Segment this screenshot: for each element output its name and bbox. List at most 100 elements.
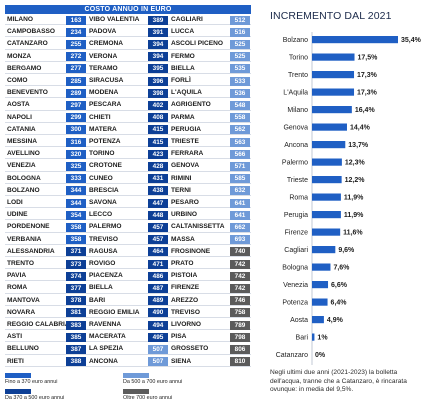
cost-value: 408 [148, 113, 168, 123]
city-name: BARI [89, 296, 106, 304]
chart-title: INCREMENTO DAL 2021 [270, 10, 392, 22]
cost-value: 486 [148, 271, 168, 281]
table-row: L'AQUILA 536 [169, 88, 251, 99]
cost-value: 388 [66, 357, 86, 367]
value-label: 12,3% [345, 160, 366, 167]
cost-value: 525 [230, 52, 250, 62]
legend-swatch [123, 389, 149, 394]
city-name: CROTONE [89, 162, 122, 170]
city-name: PRATO [171, 260, 194, 267]
cost-value: 354 [66, 210, 86, 220]
cost-value: 507 [148, 344, 168, 355]
table-row: UDINE 354 [5, 210, 87, 221]
table-row: BOLZANO 344 [5, 186, 87, 197]
cost-value: 387 [66, 344, 86, 355]
table-row: AVELLINO 320 [5, 149, 87, 160]
table-row: TRIESTE 563 [169, 137, 251, 148]
bar [312, 36, 398, 44]
cost-value: 299 [66, 113, 86, 123]
table-row: PALERMO 457 [87, 222, 169, 233]
cost-value: 448 [148, 210, 168, 220]
bar [312, 193, 341, 201]
table-row: FROSINONE 740 [169, 247, 251, 258]
city-name: CAMPOBASSO [7, 28, 55, 36]
legend: Fino a 370 euro annui Da 500 a 700 euro a… [5, 373, 251, 407]
value-label: 16,4% [355, 107, 376, 114]
city-name: PADOVA [89, 28, 117, 36]
category-label: Trieste [287, 177, 308, 184]
table-row: PORDENONE 358 [5, 222, 87, 233]
cost-value: 431 [148, 174, 168, 184]
table-row: VERONA 394 [87, 52, 169, 62]
cost-value: 344 [66, 198, 86, 208]
value-label: 35,4% [401, 37, 422, 44]
table-row: REGGIO EMILIA 490 [87, 308, 169, 319]
table-row: PAVIA 374 [5, 271, 87, 282]
cost-value: 395 [148, 64, 168, 74]
city-name: BOLZANO [7, 186, 40, 194]
cost-value: 495 [148, 332, 168, 342]
cost-value: 535 [230, 64, 250, 74]
table-row: PERUGIA 562 [169, 125, 251, 136]
cost-value: 810 [230, 357, 250, 367]
table-row: MONZA 272 [5, 52, 87, 62]
city-name: GENOVA [171, 162, 200, 170]
cost-value: 562 [230, 125, 250, 135]
cost-value: 428 [148, 161, 168, 172]
table-row: CALTANISSETTA 662 [169, 222, 251, 233]
cost-value: 457 [148, 222, 168, 233]
table-row: FERMO 525 [169, 52, 251, 62]
table-row: TRENTO 373 [5, 259, 87, 270]
table-row: LA SPEZIA 507 [87, 344, 169, 355]
category-label: Torino [289, 55, 308, 62]
chart-note: Negli ultimi due anni (2021-2023) la bol… [270, 369, 407, 394]
city-name: COMO [7, 77, 28, 84]
category-label: Bari [296, 335, 309, 342]
table-row: LIVORNO 789 [169, 320, 251, 331]
cost-value: 536 [230, 88, 250, 98]
table-row: POTENZA 415 [87, 137, 169, 148]
city-name: REGGIO CALABRIA [7, 321, 67, 328]
city-name: LECCO [89, 211, 113, 219]
table-row: TORINO 423 [87, 149, 169, 160]
table-row: MANTOVA 378 [5, 296, 87, 306]
bar [312, 298, 328, 306]
cost-value: 394 [148, 52, 168, 62]
city-name: TORINO [89, 150, 115, 158]
legend-label: Fino a 370 euro annui [5, 379, 58, 385]
category-label: Genova [283, 125, 308, 132]
cost-value: 398 [148, 88, 168, 98]
cost-value: 487 [148, 283, 168, 294]
table-row: AGRIGENTO 548 [169, 100, 251, 111]
table-row: PESCARA 402 [87, 100, 169, 111]
cost-value: 464 [148, 247, 168, 257]
category-label: Firenze [285, 230, 308, 237]
city-name: PALERMO [89, 223, 122, 231]
city-name: ALESSANDRIA [7, 247, 55, 255]
category-label: L'Aquila [283, 90, 308, 97]
city-name: NOVARA [7, 308, 36, 316]
city-name: AGRIGENTO [171, 101, 211, 109]
cost-value: 396 [148, 76, 168, 86]
category-label: Aosta [290, 317, 308, 324]
cost-value: 272 [66, 52, 86, 62]
value-label: 6,6% [331, 282, 348, 289]
cost-value: 378 [66, 296, 86, 306]
bar [312, 106, 352, 114]
city-name: VIBO VALENTIA [89, 16, 140, 23]
city-name: TREVISO [89, 235, 118, 243]
cost-value: 374 [66, 271, 86, 281]
city-name: LODI [7, 199, 23, 206]
increase-chart-panel: INCREMENTO DAL 2021 Bolzano 35,4% Torino 17… [258, 0, 431, 410]
city-name: MASSA [171, 235, 195, 243]
bar [312, 123, 347, 131]
table-row: MESSINA 316 [5, 137, 87, 148]
city-name: PARMA [171, 113, 195, 121]
city-name: FERRARA [171, 150, 204, 158]
table-row: BARI 489 [87, 296, 169, 306]
table-row: ROVIGO 471 [87, 259, 169, 270]
city-name: PESCARA [89, 101, 122, 109]
cost-value: 758 [230, 308, 250, 318]
cost-value: 381 [66, 308, 86, 318]
value-label: 9,6% [338, 247, 355, 254]
